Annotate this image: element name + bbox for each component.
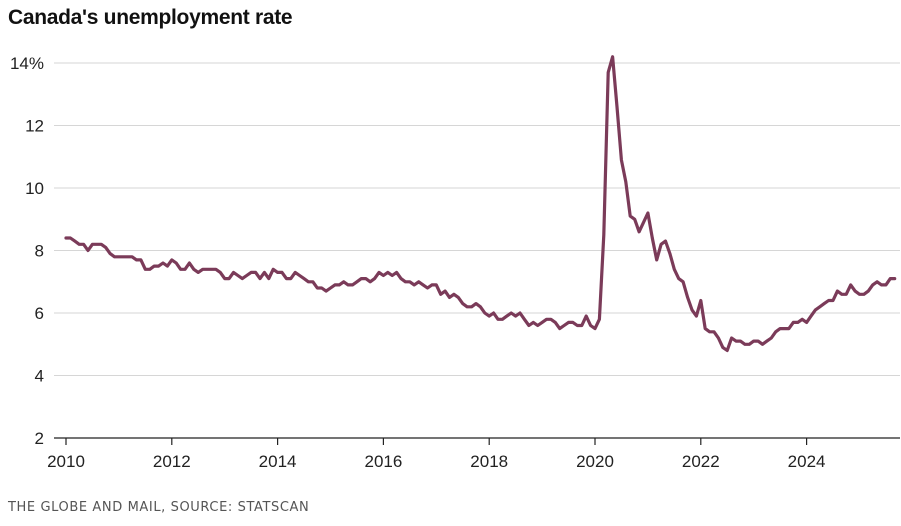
x-tick-label: 2018: [470, 452, 508, 471]
y-tick-label: 8: [35, 242, 44, 261]
x-tick-label: 2016: [364, 452, 402, 471]
y-tick-label: 2: [35, 429, 44, 448]
x-tick-label: 2010: [47, 452, 85, 471]
y-tick-label: 10: [25, 179, 44, 198]
x-tick-label: 2022: [682, 452, 720, 471]
gridlines: [54, 62, 900, 376]
y-tick-label: 12: [25, 117, 44, 136]
x-axis: 2010 2012 2014 2016 2018 2020 2022 2024: [47, 437, 900, 471]
x-tick-label: 2012: [153, 452, 191, 471]
y-tick-label: 14%: [10, 54, 44, 73]
x-tick-label: 2020: [576, 452, 614, 471]
x-tick-label: 2014: [259, 452, 297, 471]
y-axis-tick-labels: 2 4 6 8 10 12 14%: [10, 54, 44, 448]
y-tick-label: 4: [35, 367, 44, 386]
y-tick-label: 6: [35, 304, 44, 323]
source-credit: THE GLOBE AND MAIL, SOURCE: STATSCAN: [8, 500, 310, 515]
chart-title: Canada's unemployment rate: [8, 6, 293, 29]
x-tick-label: 2024: [788, 452, 826, 471]
series-layer: [64, 55, 897, 353]
unemployment-rate-line: [64, 55, 897, 353]
